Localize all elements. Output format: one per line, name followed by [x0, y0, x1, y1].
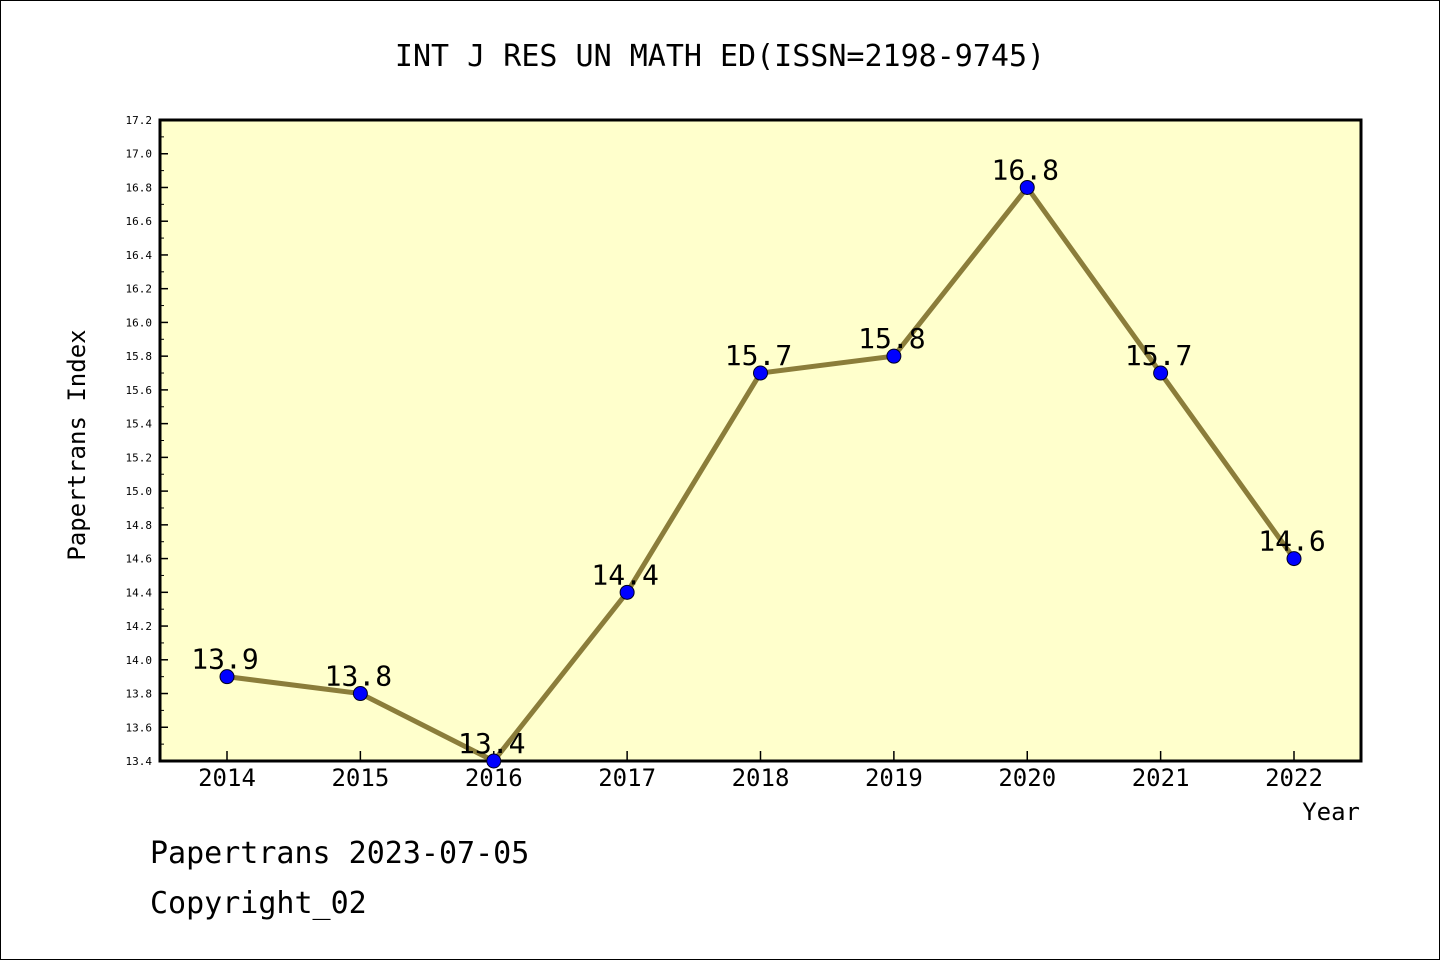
x-tick-label: 2022	[1265, 764, 1323, 792]
data-point	[352, 686, 368, 702]
x-axis: 2014 2015 2016 2017 2018 2019 2020 2021 2022	[198, 751, 1323, 792]
x-tick-label: 2017	[598, 764, 656, 792]
y-tick-label: 13.4	[126, 755, 153, 768]
y-tick-label: 15.6	[126, 384, 153, 397]
y-tick-label: 14.4	[126, 586, 153, 599]
data-point	[886, 348, 902, 364]
footer-date: Papertrans 2023-07-05	[150, 836, 530, 871]
y-tick-label: 17.0	[126, 148, 153, 161]
x-tick-label: 2015	[331, 764, 389, 792]
x-tick-label: 2020	[998, 764, 1056, 792]
y-axis-label: Papertrans Index	[63, 329, 91, 560]
data-label: 15.7	[725, 339, 792, 372]
y-tick-label: 14.2	[126, 620, 153, 633]
footer-copyright: Copyright_02	[150, 886, 367, 921]
y-tick-label: 16.8	[126, 181, 153, 194]
data-point	[219, 669, 235, 685]
y-tick-label: 15.2	[126, 451, 153, 464]
data-label: 13.8	[325, 660, 392, 693]
x-tick-label: 2021	[1132, 764, 1190, 792]
data-point	[619, 584, 635, 600]
y-tick-label: 16.2	[126, 283, 153, 296]
data-label: 13.4	[458, 727, 525, 760]
y-tick-label: 16.0	[126, 316, 153, 329]
y-tick-label: 14.8	[126, 519, 153, 532]
y-tick-label: 15.0	[126, 485, 153, 498]
y-tick-label: 16.4	[126, 249, 153, 262]
data-label: 15.7	[1125, 339, 1192, 372]
data-point	[753, 365, 768, 381]
y-tick-label: 17.2	[126, 114, 153, 127]
data-label: 14.4	[591, 558, 658, 591]
chart-title: INT J RES UN MATH ED(ISSN=2198-9745)	[395, 39, 1045, 74]
y-tick-label: 14.0	[126, 654, 153, 667]
data-point	[1286, 551, 1302, 567]
data-point	[1019, 179, 1035, 195]
x-tick-label: 2019	[865, 764, 923, 792]
data-point	[1153, 365, 1169, 381]
data-label: 15.8	[858, 322, 925, 355]
data-points	[219, 179, 1302, 769]
y-tick-label: 14.6	[126, 553, 153, 566]
x-tick-label: 2018	[732, 764, 790, 792]
data-label: 14.6	[1258, 525, 1325, 558]
y-tick-label: 13.6	[126, 721, 153, 734]
data-point	[486, 753, 502, 769]
y-tick-label: 13.8	[126, 688, 153, 701]
y-axis: 13.4 13.6 13.8 14.0 14.2 14.4 14.6 14.8 15.0 15.2…	[126, 114, 168, 768]
plot-area	[158, 118, 1363, 763]
data-label: 13.9	[191, 643, 258, 676]
y-tick-label: 16.6	[126, 215, 153, 228]
data-labels: 13.9 13.8 13.4 14.4 15.7 15.8 16.8 15.7 14.6	[191, 153, 1325, 760]
x-tick-label: 2014	[198, 764, 256, 792]
data-label: 16.8	[992, 153, 1059, 186]
x-axis-label: Year	[1302, 798, 1360, 826]
y-tick-label: 15.4	[126, 418, 153, 431]
y-tick-label: 15.8	[126, 350, 153, 363]
x-tick-label: 2016	[465, 764, 523, 792]
